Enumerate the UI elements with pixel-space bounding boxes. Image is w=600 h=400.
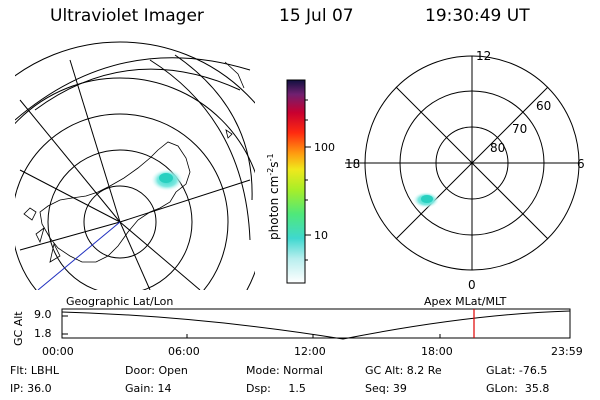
timeline-ytick-high: 9.0 xyxy=(34,308,52,321)
timeline-xtick-1800: 18:00 xyxy=(421,345,453,358)
timeline-xtick-2359: 23:59 xyxy=(551,345,583,358)
mlat-label-70: 70 xyxy=(512,122,527,136)
mlt-label-6: 6 xyxy=(577,157,585,171)
mlat-label-80: 80 xyxy=(490,141,505,155)
info-ip: IP: 36.0 xyxy=(10,382,52,395)
mlt-label-0: 0 xyxy=(468,278,476,292)
app-title: Ultraviolet Imager xyxy=(50,6,204,26)
info-filter: Flt: LBHL xyxy=(10,364,59,377)
polar-aurora xyxy=(413,192,439,208)
mlt-label-12: 12 xyxy=(476,49,491,63)
info-seq: Seq: 39 xyxy=(365,382,407,395)
info-door: Door: Open xyxy=(125,364,188,377)
info-gain: Gain: 14 xyxy=(125,382,172,395)
altitude-curve xyxy=(61,310,571,340)
colorbar: 100 10 photon cm-2s-1 xyxy=(266,79,335,284)
info-gc-alt: GC Alt: 8.2 Re xyxy=(365,364,442,377)
date-label: 15 Jul 07 xyxy=(279,6,354,26)
timeline-xtick-1200: 12:00 xyxy=(294,345,326,358)
apex-panel-label: Apex MLat/MLT xyxy=(424,295,507,308)
info-mode: Mode: Normal xyxy=(246,364,323,377)
geographic-view xyxy=(15,41,255,290)
geographic-panel-label: Geographic Lat/Lon xyxy=(66,295,174,308)
timeline-axis-label: GC Alt xyxy=(12,311,25,346)
info-glat: GLat: -76.5 xyxy=(486,364,548,377)
timeline-ytick-low: 1.8 xyxy=(34,327,52,340)
mlat-label-60: 60 xyxy=(536,99,551,113)
colorbar-label: photon cm-2s-1 xyxy=(266,153,281,240)
colorbar-tick-100: 100 xyxy=(314,141,335,154)
colorbar-tick-10: 10 xyxy=(314,229,328,242)
info-glon: GLon: 35.8 xyxy=(486,382,550,395)
timeline-xtick-0600: 06:00 xyxy=(168,345,200,358)
timeline-panel: GC Alt xyxy=(12,308,571,346)
info-dsp: Dsp: 1.5 xyxy=(246,382,306,395)
time-label: 19:30:49 UT xyxy=(425,6,530,26)
mlt-label-18: 18 xyxy=(345,157,360,171)
timeline-xtick-0000: 00:00 xyxy=(42,345,74,358)
polar-plot xyxy=(345,55,580,271)
